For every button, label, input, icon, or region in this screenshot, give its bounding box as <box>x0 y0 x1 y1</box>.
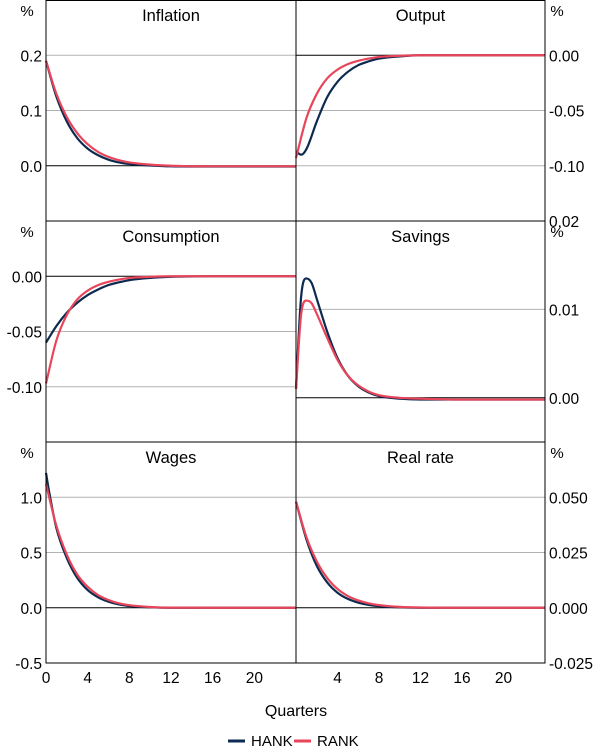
savings-ytick-label: 0.02 <box>549 214 579 231</box>
x-tick-label: 0 <box>42 670 51 687</box>
real-rate-ytick-label: 0.025 <box>549 546 588 563</box>
inflation-series-rank <box>44 60 296 168</box>
inflation-title: Inflation <box>142 7 200 25</box>
consumption-title: Consumption <box>122 228 219 246</box>
wages-ytick-label: -0.5 <box>15 656 42 673</box>
x-tick-label: 20 <box>246 670 264 687</box>
x-tick-label: 8 <box>375 670 384 687</box>
consumption-ytick-label: -0.10 <box>7 380 43 397</box>
inflation-ytick-label: 0.1 <box>20 104 42 121</box>
output-ytick-label: -0.10 <box>549 159 585 176</box>
wages-ytick-label: 0.5 <box>20 546 42 563</box>
wages-series-rank <box>44 483 296 609</box>
inflation-ytick-label: 0.2 <box>20 48 42 65</box>
real-rate-ytick-label: 0.000 <box>549 601 588 618</box>
consumption-series-rank <box>44 275 296 384</box>
wages-unit: % <box>20 445 33 462</box>
output-ytick-label: 0.00 <box>549 48 580 65</box>
x-axis-title: Quarters <box>265 703 327 720</box>
savings-ytick-label: 0.00 <box>549 391 580 408</box>
real-rate-unit: % <box>550 445 563 462</box>
consumption-ytick-label: -0.05 <box>7 325 42 342</box>
inflation-series-hank <box>44 60 296 168</box>
x-tick-label: 8 <box>125 670 134 687</box>
x-tick-label: 12 <box>162 670 179 687</box>
output-unit: % <box>550 3 563 20</box>
real-rate-series-hank <box>294 501 545 609</box>
output-title: Output <box>396 7 446 25</box>
legend: HANK RANK <box>228 733 359 750</box>
x-tick-label: 20 <box>495 670 513 687</box>
gridlines <box>46 54 545 664</box>
output-series-rank <box>294 54 545 159</box>
real-rate-series-rank <box>294 501 545 609</box>
x-tick-label: 12 <box>412 670 429 687</box>
panel-frame <box>45 0 546 664</box>
x-tick-label: 16 <box>453 670 470 687</box>
real-rate-ytick-label: -0.025 <box>549 656 593 673</box>
savings-series-hank <box>294 277 545 401</box>
series-lines <box>44 54 545 609</box>
wages-series-hank <box>44 472 296 609</box>
x-tick-label: 16 <box>204 670 221 687</box>
consumption-ytick-label: 0.00 <box>12 269 43 286</box>
savings-ytick-label: 0.01 <box>549 302 579 319</box>
savings-unit: % <box>550 224 563 241</box>
savings-title: Savings <box>391 228 450 246</box>
inflation-ytick-label: 0.0 <box>20 159 42 176</box>
x-tick-label: 4 <box>83 670 92 687</box>
legend-label-hank: HANK <box>251 733 293 748</box>
consumption-series-hank <box>45 275 296 344</box>
output-series-hank <box>295 54 545 156</box>
inflation-unit: % <box>20 3 33 20</box>
x-tick-label: 4 <box>333 670 342 687</box>
savings-series-rank <box>294 299 545 401</box>
real-rate-title: Real rate <box>387 449 454 467</box>
wages-ytick-label: 1.0 <box>20 490 42 507</box>
legend-label-rank: RANK <box>317 733 359 748</box>
wages-ytick-label: 0.0 <box>20 601 42 618</box>
wages-title: Wages <box>146 449 197 467</box>
consumption-unit: % <box>20 224 33 241</box>
output-ytick-label: -0.05 <box>549 104 584 121</box>
real-rate-ytick-label: 0.050 <box>549 490 588 507</box>
